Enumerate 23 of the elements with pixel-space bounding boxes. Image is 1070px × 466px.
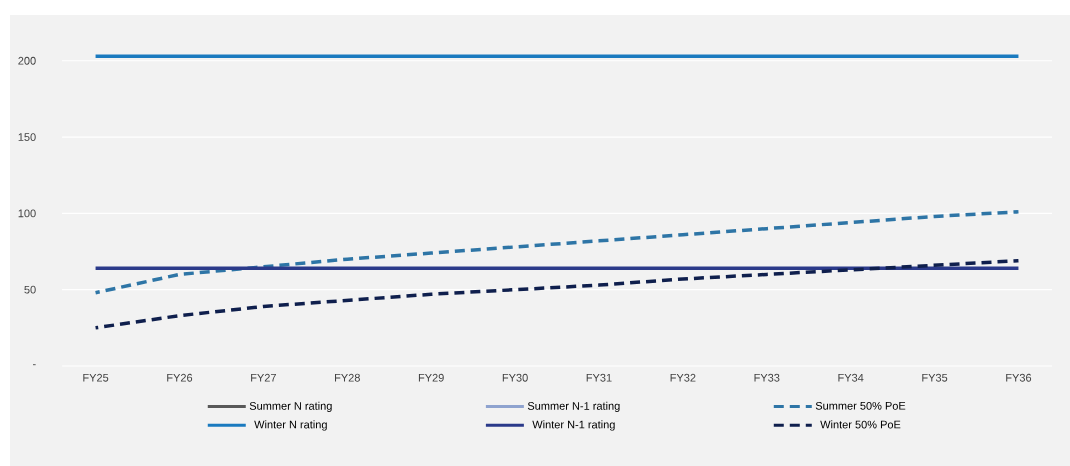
x-tick-label: FY27	[251, 373, 276, 382]
x-tick-label: FY26	[167, 373, 193, 382]
x-tick-label: FY33	[754, 373, 780, 382]
y-tick-label: 200	[18, 56, 36, 65]
x-tick-label: FY28	[335, 373, 360, 382]
x-tick-label: FY34	[838, 373, 864, 382]
x-tick-label: FY36	[1006, 373, 1032, 382]
x-tick-label: FY30	[502, 373, 528, 382]
y-tick-label: 50	[24, 285, 36, 294]
legend-label: Summer 50% PoE	[815, 401, 906, 410]
x-tick-label: FY35	[922, 373, 948, 382]
x-tick-label: FY31	[586, 373, 612, 382]
legend-label: Winter N rating	[254, 420, 327, 431]
x-tick-label: FY29	[418, 373, 444, 382]
legend-label: Summer N-1 rating	[527, 401, 620, 413]
y-tick-label: -	[32, 364, 36, 366]
legend-label: Summer N rating	[249, 401, 332, 413]
x-tick-label: FY32	[670, 373, 696, 382]
legend-label: Winter N-1 rating	[532, 420, 615, 431]
y-tick-label: 100	[18, 209, 36, 218]
x-tick-label: FY25	[83, 373, 109, 382]
y-tick-label: 150	[18, 133, 36, 141]
legend-label: Winter 50% PoE	[820, 420, 901, 429]
